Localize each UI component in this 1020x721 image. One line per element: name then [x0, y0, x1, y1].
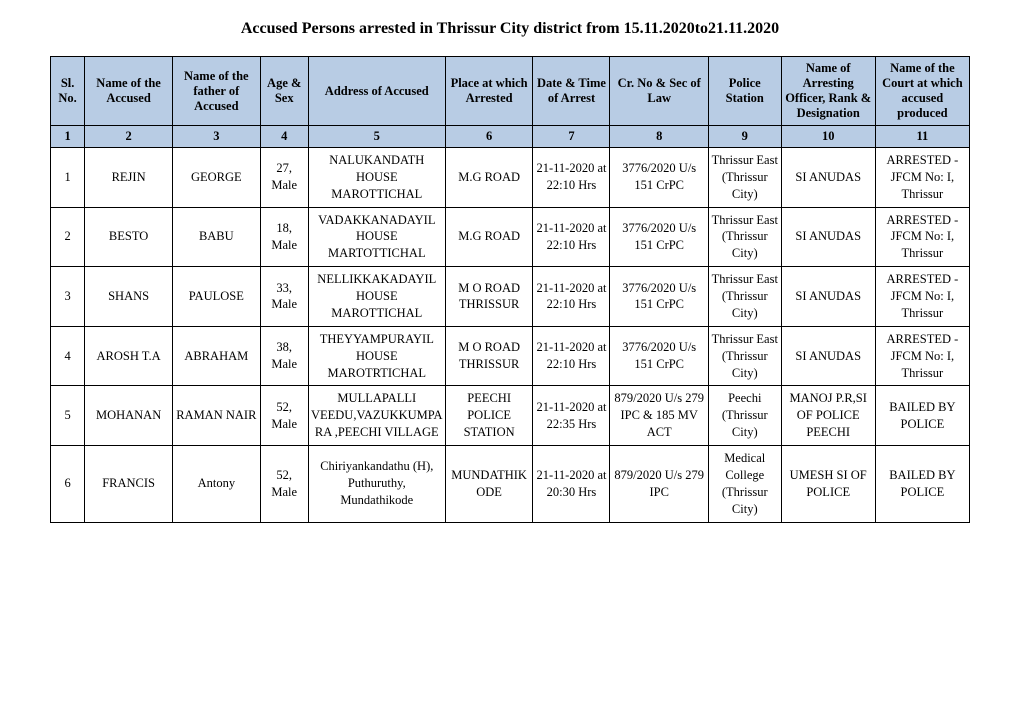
- col-header: Place at which Arrested: [445, 57, 533, 126]
- cell-father: Antony: [172, 446, 260, 523]
- cell-age_sex: 18, Male: [260, 207, 308, 267]
- cell-father: GEORGE: [172, 147, 260, 207]
- col-number: 2: [85, 126, 173, 148]
- table-row: 4AROSH T.AABRAHAM38, MaleTHEYYAMPURAYIL …: [51, 326, 970, 386]
- table-number-row: 1 2 3 4 5 6 7 8 9 10 11: [51, 126, 970, 148]
- table-row: 3SHANSPAULOSE33, MaleNELLIKKAKADAYIL HOU…: [51, 267, 970, 327]
- table-header-row: Sl. No. Name of the Accused Name of the …: [51, 57, 970, 126]
- col-number: 7: [533, 126, 610, 148]
- col-header: Name of the Accused: [85, 57, 173, 126]
- cell-officer: SI ANUDAS: [781, 147, 875, 207]
- table-body: 1REJINGEORGE27, MaleNALUKANDATH HOUSE MA…: [51, 147, 970, 522]
- cell-sl: 3: [51, 267, 85, 327]
- cell-age_sex: 27, Male: [260, 147, 308, 207]
- cell-crno: 3776/2020 U/s 151 CrPC: [610, 147, 708, 207]
- col-header: Date & Time of Arrest: [533, 57, 610, 126]
- cell-station: Thrissur East (Thrissur City): [708, 207, 781, 267]
- cell-datetime: 21-11-2020 at 22:10 Hrs: [533, 267, 610, 327]
- col-header: Sl. No.: [51, 57, 85, 126]
- table-row: 6FRANCISAntony52, MaleChiriyankandathu (…: [51, 446, 970, 523]
- cell-address: THEYYAMPURAYIL HOUSE MAROTRTICHAL: [308, 326, 445, 386]
- col-header: Age & Sex: [260, 57, 308, 126]
- cell-datetime: 21-11-2020 at 20:30 Hrs: [533, 446, 610, 523]
- cell-datetime: 21-11-2020 at 22:10 Hrs: [533, 207, 610, 267]
- cell-station: Thrissur East (Thrissur City): [708, 267, 781, 327]
- cell-datetime: 21-11-2020 at 22:10 Hrs: [533, 326, 610, 386]
- cell-address: VADAKKANADAYIL HOUSE MARTOTTICHAL: [308, 207, 445, 267]
- cell-court: BAILED BY POLICE: [875, 446, 969, 523]
- cell-crno: 3776/2020 U/s 151 CrPC: [610, 207, 708, 267]
- col-header: Name of the father of Accused: [172, 57, 260, 126]
- cell-father: BABU: [172, 207, 260, 267]
- col-number: 9: [708, 126, 781, 148]
- cell-sl: 2: [51, 207, 85, 267]
- col-number: 8: [610, 126, 708, 148]
- cell-age_sex: 52, Male: [260, 386, 308, 446]
- cell-crno: 879/2020 U/s 279 IPC: [610, 446, 708, 523]
- cell-court: ARRESTED - JFCM No: I, Thrissur: [875, 207, 969, 267]
- cell-crno: 3776/2020 U/s 151 CrPC: [610, 267, 708, 327]
- cell-officer: MANOJ P.R,SI OF POLICE PEECHI: [781, 386, 875, 446]
- cell-place: M O ROAD THRISSUR: [445, 267, 533, 327]
- col-number: 3: [172, 126, 260, 148]
- cell-sl: 6: [51, 446, 85, 523]
- cell-address: NALUKANDATH HOUSE MAROTTICHAL: [308, 147, 445, 207]
- page-title: Accused Persons arrested in Thrissur Cit…: [50, 20, 970, 38]
- cell-place: MUNDATHIKODE: [445, 446, 533, 523]
- col-header: Address of Accused: [308, 57, 445, 126]
- col-number: 5: [308, 126, 445, 148]
- cell-datetime: 21-11-2020 at 22:10 Hrs: [533, 147, 610, 207]
- col-number: 6: [445, 126, 533, 148]
- cell-accused: FRANCIS: [85, 446, 173, 523]
- cell-station: Thrissur East (Thrissur City): [708, 326, 781, 386]
- col-header: Cr. No & Sec of Law: [610, 57, 708, 126]
- cell-court: BAILED BY POLICE: [875, 386, 969, 446]
- cell-court: ARRESTED - JFCM No: I, Thrissur: [875, 326, 969, 386]
- table-row: 5MOHANANRAMAN NAIR52, MaleMULLAPALLI VEE…: [51, 386, 970, 446]
- cell-place: M O ROAD THRISSUR: [445, 326, 533, 386]
- cell-accused: REJIN: [85, 147, 173, 207]
- cell-place: PEECHI POLICE STATION: [445, 386, 533, 446]
- col-number: 4: [260, 126, 308, 148]
- cell-sl: 5: [51, 386, 85, 446]
- cell-accused: BESTO: [85, 207, 173, 267]
- cell-crno: 3776/2020 U/s 151 CrPC: [610, 326, 708, 386]
- cell-accused: MOHANAN: [85, 386, 173, 446]
- cell-age_sex: 52, Male: [260, 446, 308, 523]
- cell-sl: 1: [51, 147, 85, 207]
- cell-station: Medical College (Thrissur City): [708, 446, 781, 523]
- cell-father: PAULOSE: [172, 267, 260, 327]
- col-number: 11: [875, 126, 969, 148]
- cell-accused: AROSH T.A: [85, 326, 173, 386]
- cell-age_sex: 33, Male: [260, 267, 308, 327]
- cell-address: Chiriyankandathu (H), Puthuruthy, Mundat…: [308, 446, 445, 523]
- table-row: 2BESTOBABU18, MaleVADAKKANADAYIL HOUSE M…: [51, 207, 970, 267]
- cell-address: NELLIKKAKADAYIL HOUSE MAROTTICHAL: [308, 267, 445, 327]
- cell-crno: 879/2020 U/s 279 IPC & 185 MV ACT: [610, 386, 708, 446]
- cell-age_sex: 38, Male: [260, 326, 308, 386]
- arrests-table: Sl. No. Name of the Accused Name of the …: [50, 56, 970, 523]
- cell-sl: 4: [51, 326, 85, 386]
- col-header: Name of the Court at which accused produ…: [875, 57, 969, 126]
- cell-officer: UMESH SI OF POLICE: [781, 446, 875, 523]
- col-header: Name of Arresting Officer, Rank & Design…: [781, 57, 875, 126]
- cell-officer: SI ANUDAS: [781, 207, 875, 267]
- cell-datetime: 21-11-2020 at 22:35 Hrs: [533, 386, 610, 446]
- col-header: Police Station: [708, 57, 781, 126]
- cell-officer: SI ANUDAS: [781, 326, 875, 386]
- cell-court: ARRESTED - JFCM No: I, Thrissur: [875, 147, 969, 207]
- cell-officer: SI ANUDAS: [781, 267, 875, 327]
- cell-father: ABRAHAM: [172, 326, 260, 386]
- cell-accused: SHANS: [85, 267, 173, 327]
- cell-place: M.G ROAD: [445, 207, 533, 267]
- cell-station: Thrissur East (Thrissur City): [708, 147, 781, 207]
- cell-father: RAMAN NAIR: [172, 386, 260, 446]
- col-number: 1: [51, 126, 85, 148]
- table-row: 1REJINGEORGE27, MaleNALUKANDATH HOUSE MA…: [51, 147, 970, 207]
- cell-place: M.G ROAD: [445, 147, 533, 207]
- col-number: 10: [781, 126, 875, 148]
- cell-address: MULLAPALLI VEEDU,VAZUKKUMPARA ,PEECHI VI…: [308, 386, 445, 446]
- cell-station: Peechi (Thrissur City): [708, 386, 781, 446]
- cell-court: ARRESTED - JFCM No: I, Thrissur: [875, 267, 969, 327]
